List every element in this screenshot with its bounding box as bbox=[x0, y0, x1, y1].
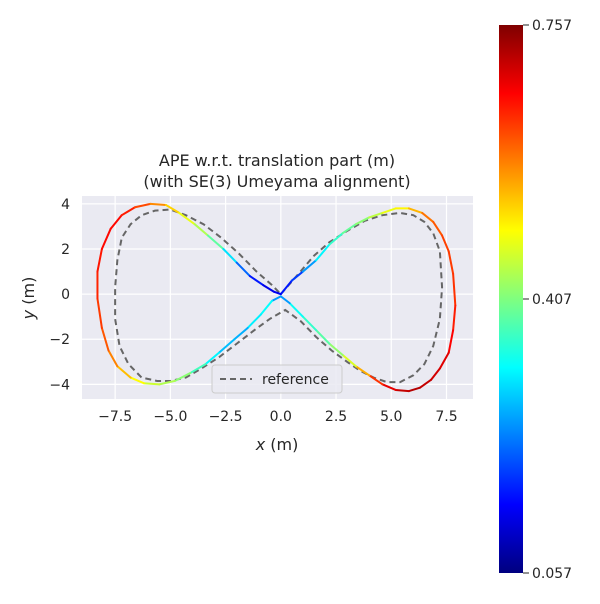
estimate-segment bbox=[381, 207, 397, 214]
estimate-segment bbox=[441, 234, 450, 253]
y-ticks: −4 −2 0 2 4 bbox=[49, 197, 70, 393]
y-tick-label: −2 bbox=[49, 332, 70, 348]
x-tick-label: 7.5 bbox=[435, 409, 457, 425]
estimate-segment bbox=[301, 259, 318, 273]
legend-reference-label: reference bbox=[262, 372, 329, 388]
estimate-segment bbox=[432, 220, 444, 237]
colorbar-tick-label: 0.757 bbox=[532, 18, 572, 34]
y-tick-label: 2 bbox=[61, 242, 70, 258]
colorbar-tick-label: 0.407 bbox=[532, 292, 572, 308]
estimate-segment bbox=[430, 367, 441, 381]
estimate-segment bbox=[109, 214, 123, 230]
x-axis-label-var: x bbox=[255, 435, 266, 454]
estimate-segment bbox=[206, 234, 225, 251]
estimate-segment bbox=[158, 379, 176, 386]
estimate-segment bbox=[301, 315, 318, 332]
estimate-segment bbox=[246, 313, 262, 329]
estimate-segment bbox=[273, 290, 282, 296]
estimate-segment bbox=[279, 279, 293, 296]
estimate-segment bbox=[217, 338, 236, 354]
legend-box bbox=[211, 364, 343, 394]
estimate-segment bbox=[222, 248, 238, 264]
estimate-segment bbox=[288, 302, 304, 318]
estimate-segment bbox=[120, 206, 137, 217]
estimate-segment bbox=[142, 382, 161, 386]
estimate-segment bbox=[447, 329, 455, 354]
estimate-segment bbox=[100, 227, 112, 251]
estimate-segment bbox=[173, 372, 192, 382]
chart-title-line1: APE w.r.t. translation part (m) bbox=[159, 151, 395, 170]
estimate-segment bbox=[418, 378, 433, 389]
y-tick-label: 0 bbox=[61, 287, 70, 303]
x-tick-label: −2.5 bbox=[209, 409, 243, 425]
estimate-segment bbox=[189, 363, 207, 375]
y-axis-label-unit: (m) bbox=[19, 277, 38, 310]
reference-path bbox=[114, 208, 444, 384]
estimate-segment bbox=[381, 383, 397, 391]
estimate-segment bbox=[248, 275, 265, 287]
estimate-segment bbox=[421, 211, 435, 223]
estimate-segment bbox=[96, 248, 103, 273]
estimate-segment bbox=[134, 202, 152, 209]
estimate-segment bbox=[354, 216, 371, 226]
colorbar bbox=[499, 25, 523, 573]
x-tick-label: −7.5 bbox=[98, 409, 132, 425]
x-tick-label: 5.0 bbox=[380, 409, 402, 425]
x-tick-label: −5.0 bbox=[153, 409, 187, 425]
estimate-segment bbox=[279, 295, 291, 305]
estimate-path bbox=[96, 202, 457, 393]
estimate-segment bbox=[407, 386, 421, 393]
estimate-segment bbox=[354, 365, 371, 377]
estimate-segment bbox=[235, 261, 251, 278]
x-tick-label: 0.0 bbox=[270, 409, 292, 425]
estimate-segment bbox=[259, 299, 273, 316]
estimate-segment bbox=[394, 388, 410, 393]
colorbar-tick-label: 0.057 bbox=[532, 566, 572, 582]
estimate-segment bbox=[233, 326, 249, 341]
y-tick-label: 4 bbox=[61, 197, 70, 213]
x-axis-label: x (m) bbox=[255, 435, 299, 454]
estimate-segment bbox=[315, 243, 331, 262]
estimate-segment bbox=[100, 326, 110, 352]
estimate-segment bbox=[178, 211, 196, 226]
estimate-segment bbox=[438, 351, 450, 370]
estimate-segment bbox=[447, 250, 455, 275]
estimate-segment bbox=[193, 223, 209, 237]
estimate-segment bbox=[315, 329, 331, 345]
estimate-segment bbox=[328, 232, 344, 246]
x-tick-label: 2.5 bbox=[325, 409, 347, 425]
estimate-segment bbox=[452, 304, 457, 332]
estimate-segment bbox=[270, 295, 282, 302]
estimate-segment bbox=[96, 297, 103, 329]
chart-title-line2: (with SE(3) Umeyama alignment) bbox=[143, 172, 410, 191]
series-layer bbox=[96, 202, 457, 393]
estimate-segment bbox=[328, 342, 344, 357]
legend: reference bbox=[211, 364, 343, 394]
estimate-segment bbox=[164, 204, 181, 214]
estimate-segment bbox=[204, 351, 220, 366]
estimate-segment bbox=[116, 365, 132, 379]
estimate-segment bbox=[107, 349, 119, 368]
estimate-segment bbox=[407, 207, 424, 214]
estimate-segment bbox=[262, 284, 276, 293]
estimate-segment bbox=[290, 270, 304, 282]
estimate-segment bbox=[368, 211, 384, 219]
x-axis-label-unit: (m) bbox=[265, 435, 298, 454]
estimate-segment bbox=[341, 223, 357, 235]
estimate-segment bbox=[149, 202, 167, 207]
estimate-segment bbox=[129, 376, 145, 385]
y-tick-label: −4 bbox=[49, 377, 70, 393]
estimate-segment bbox=[368, 374, 384, 386]
x-ticks: −7.5 −5.0 −2.5 0.0 2.5 5.0 7.5 bbox=[98, 409, 457, 425]
colorbar-ticks: 0.057 0.407 0.757 bbox=[523, 18, 572, 582]
y-axis-label-var: y bbox=[19, 309, 38, 320]
estimate-segment bbox=[341, 354, 357, 368]
estimate-segment bbox=[452, 272, 457, 307]
y-axis-label: y (m) bbox=[19, 277, 38, 321]
